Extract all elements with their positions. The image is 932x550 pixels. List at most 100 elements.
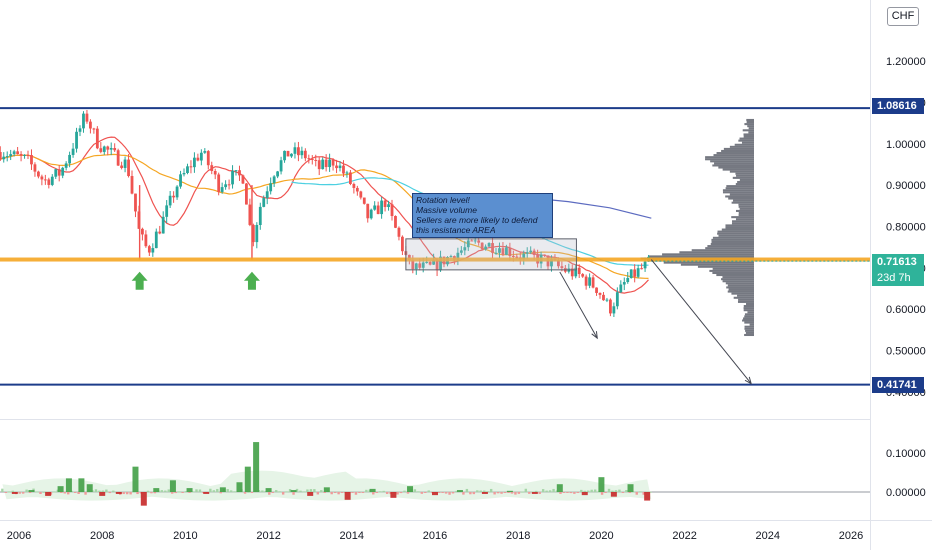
oscillator-bar [99,492,106,496]
volume-profile-bar [709,269,754,272]
oscillator-bar [45,492,52,496]
candle-body [30,155,33,165]
oscillator-bar [125,492,129,495]
candle-body [109,148,113,150]
annotation-line: Rotation level! [416,195,470,205]
volume-profile-bar [728,288,754,291]
candle-body [248,204,252,225]
candle-body [324,159,328,168]
oscillator-bar [98,490,101,492]
volume-profile-bar [738,298,754,301]
candle-body [570,268,574,277]
volume-profile-bar [731,201,754,204]
oscillator-bar [60,492,63,493]
candle-body [172,195,176,198]
volume-profile-bar [739,178,754,181]
candle-body [196,157,200,161]
candle-body [258,206,262,225]
candle-body [366,203,370,219]
candle-body [421,262,425,268]
oscillator-bar [528,492,531,494]
candle-body [33,164,37,172]
candle-body [629,269,633,279]
time-tick-label: 2026 [839,530,863,542]
volume-profile-bar [744,321,754,324]
candle-body [626,278,630,283]
oscillator-bar [271,492,274,493]
oscillator-bar [247,491,250,493]
volume-profile-bar [749,323,754,326]
volume-profile-bar [731,222,754,225]
candle-body [456,252,460,261]
volume-profile-bar [738,139,754,142]
candle-body [342,165,345,174]
oscillator-bar [628,492,632,493]
candle-body [550,259,553,267]
oscillator-bar [11,492,18,494]
candle-body [16,151,20,155]
oscillator-bar [610,492,617,497]
oscillator-bar [261,490,264,492]
oscillator-bar [358,492,361,493]
candle-body [68,154,72,164]
oscillator-bar [644,492,651,501]
oscillator-bar [390,492,397,498]
oscillator-bar [313,489,316,492]
candle-body [609,299,612,314]
candle-body [213,171,217,175]
oscillator-bar [290,490,297,492]
currency-selector[interactable]: CHF [887,7,919,26]
volume-profile-bar [735,209,754,212]
oscillator-bar [503,492,507,493]
candle-body [5,156,9,158]
candle-body [71,148,75,155]
volume-profile-bar [722,280,754,283]
oscillator-bar [593,489,597,492]
oscillator-bar [538,492,541,495]
volume-profile-bar [712,164,754,167]
oscillator-bar [351,492,354,493]
oscillator-bar [365,489,368,492]
oscillator-bar [115,492,122,494]
candle-body [543,254,546,256]
upper-level-price-tag: 1.08616 [872,98,924,114]
oscillator-bar [212,490,216,492]
oscillator-bar [86,484,93,492]
oscillator-bar [18,492,21,494]
oscillator-bar [382,490,385,492]
oscillator-bar [455,490,458,492]
candle-body [283,150,286,161]
oscillator-bar [302,491,306,493]
oscillator-bar [146,490,150,492]
candle-body [401,236,404,252]
annotation-box[interactable]: Rotation level! Massive volume Sellers a… [412,193,553,238]
candle-body [477,240,481,243]
oscillator-bar [132,466,139,492]
candle-body [95,128,99,149]
oscillator-bar [437,492,441,493]
candle-body [529,250,533,253]
volume-profile-bar [717,232,754,235]
oscillator-bar [559,492,562,494]
volume-profile-bar [721,228,754,231]
oscillator-bar [132,491,136,493]
candle-body [612,306,616,314]
candle-body [380,200,384,215]
annotation-line: Sellers are more likely to defend [416,215,538,225]
oscillator-bar [462,492,465,495]
volume-profile-bar [725,187,754,190]
candle-body [147,246,151,253]
oscillator-bar [448,492,451,495]
oscillator-bar [268,492,271,495]
candle-body [130,176,134,194]
candle-body [473,240,477,242]
volume-profile-bar [679,251,754,254]
volume-profile-bar [733,199,754,202]
candle-body [141,228,144,235]
oscillator-bar [483,490,486,492]
volume-profile-bar [725,226,754,229]
oscillator-bar [244,466,251,492]
candle-body [9,154,13,157]
volume-profile-bar [744,325,754,328]
